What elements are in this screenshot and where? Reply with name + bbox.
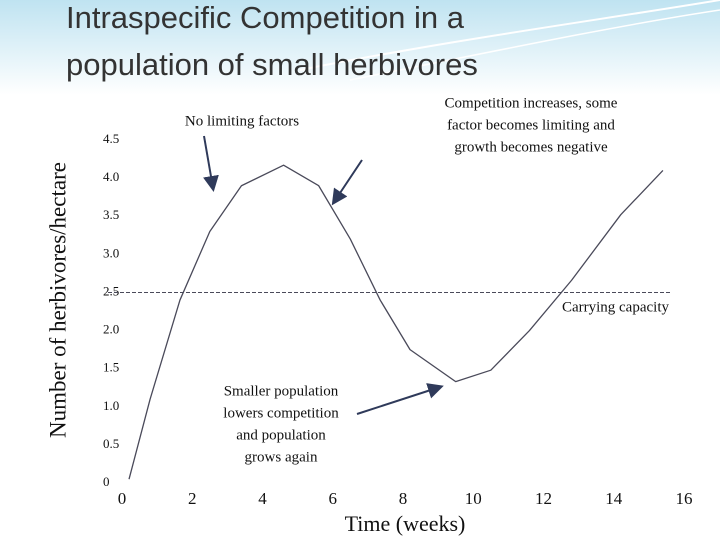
y-axis-label: Number of herbivores/hectare	[45, 162, 70, 438]
x-tick-label: 10	[465, 489, 482, 508]
y-tick-label: 0.5	[103, 436, 119, 451]
header-band	[0, 0, 720, 95]
x-tick-label: 2	[188, 489, 197, 508]
annotation: growth becomes negative	[454, 139, 608, 155]
x-tick-label: 16	[676, 489, 693, 508]
y-tick-label: 4.0	[103, 169, 119, 184]
y-tick-label: 4.5	[103, 131, 119, 146]
y-tick-label: 1.5	[103, 360, 119, 375]
annotation: Smaller population	[224, 383, 339, 399]
header-swoosh	[349, 9, 720, 81]
y-tick-label: 0	[103, 474, 110, 489]
annotation: No limiting factors	[185, 113, 299, 129]
x-tick-label: 0	[118, 489, 127, 508]
annotation: lowers competition	[223, 405, 339, 421]
y-tick-label: 3.0	[103, 245, 119, 260]
carrying-capacity-label: Carrying capacity	[562, 299, 670, 315]
annotation: Competition increases, some	[445, 95, 618, 111]
x-tick-label: 8	[399, 489, 408, 508]
title-line: Intraspecific Competition in a	[66, 0, 465, 35]
arrow	[356, 383, 444, 415]
title-line: population of small herbivores	[66, 47, 478, 82]
y-tick-label: 2.5	[103, 283, 119, 298]
annotation: grows again	[245, 449, 318, 465]
annotation: factor becomes limiting and	[447, 117, 615, 133]
y-tick-label: 3.5	[103, 207, 119, 222]
x-tick-label: 6	[329, 489, 338, 508]
x-tick-label: 12	[535, 489, 552, 508]
x-tick-label: 14	[605, 489, 623, 508]
arrow	[331, 159, 363, 206]
header-swoosh	[299, 0, 720, 71]
x-tick-label: 4	[258, 489, 267, 508]
annotation: and population	[236, 427, 326, 443]
x-axis-label: Time (weeks)	[345, 511, 466, 536]
arrow	[203, 135, 219, 192]
population-curve	[128, 164, 664, 480]
y-tick-label: 2.0	[103, 322, 119, 337]
y-tick-label: 1.0	[103, 398, 119, 413]
